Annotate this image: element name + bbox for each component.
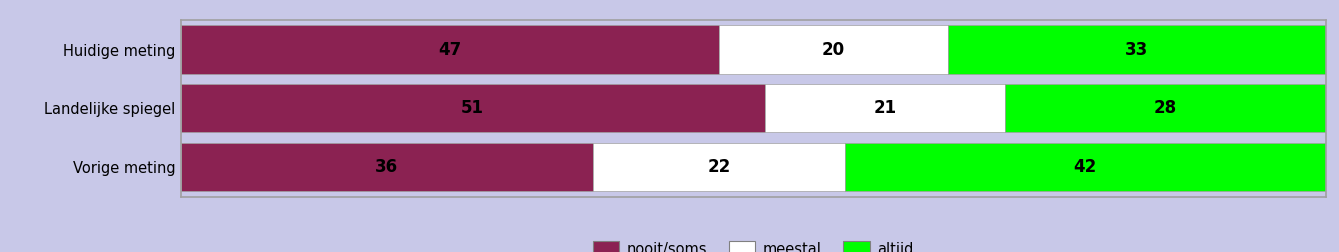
Legend: nooit/soms, meestal, altijd: nooit/soms, meestal, altijd xyxy=(588,236,919,252)
Bar xyxy=(719,25,948,74)
Text: 36: 36 xyxy=(375,158,399,176)
Bar xyxy=(181,84,765,133)
Text: 20: 20 xyxy=(822,41,845,58)
Bar xyxy=(765,84,1006,133)
Bar xyxy=(181,143,593,191)
Text: 22: 22 xyxy=(707,158,731,176)
Text: 47: 47 xyxy=(438,41,462,58)
Bar xyxy=(948,25,1326,74)
Text: 21: 21 xyxy=(873,99,896,117)
Bar xyxy=(845,143,1326,191)
Text: 42: 42 xyxy=(1074,158,1097,176)
Text: 28: 28 xyxy=(1154,99,1177,117)
Bar xyxy=(1006,84,1326,133)
Text: 33: 33 xyxy=(1125,41,1149,58)
Bar xyxy=(181,25,719,74)
Bar xyxy=(593,143,845,191)
Text: 51: 51 xyxy=(461,99,485,117)
